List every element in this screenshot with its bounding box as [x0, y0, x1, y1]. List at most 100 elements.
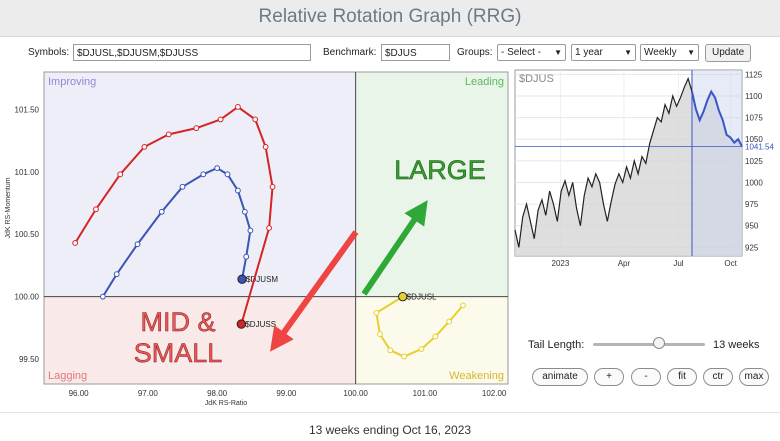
- price-area: [515, 78, 742, 257]
- price-x-tick-label: Oct: [724, 259, 737, 268]
- tail-point: [134, 241, 141, 248]
- quadrant-label-improving: Improving: [48, 76, 96, 88]
- y-tick-label: 100.50: [15, 230, 40, 239]
- tail-point: [165, 131, 172, 138]
- quadrant-label-weakening: Weakening: [449, 370, 504, 382]
- y-tick-label: 100.00: [15, 293, 40, 302]
- title-bar: Relative Rotation Graph (RRG): [0, 0, 780, 37]
- annotation-mid-small-line1: MID &: [140, 307, 215, 337]
- tail-length-slider-handle[interactable]: [653, 337, 666, 349]
- tail-point: [158, 208, 165, 215]
- frequency-select[interactable]: Weekly ▼: [640, 44, 699, 61]
- price-y-tick-label: 1100: [745, 92, 763, 101]
- tail-point: [266, 225, 272, 231]
- price-x-tick-label: 2023: [552, 259, 570, 268]
- benchmark-label: Benchmark:: [323, 47, 377, 58]
- price-chart-title: $DJUS: [519, 73, 554, 85]
- tail-point: [200, 171, 207, 178]
- tail-point: [460, 302, 466, 309]
- controls-bar: Symbols: $DJUSL,$DJUSM,$DJUSS Benchmark:…: [0, 44, 780, 64]
- groups-select-value: - Select -: [501, 47, 542, 58]
- tail-point: [269, 183, 276, 190]
- series-label: $DJUSM: [246, 275, 278, 284]
- zoom-in-button[interactable]: +: [594, 368, 624, 386]
- footer-divider: [0, 412, 780, 413]
- price-y-tick-label: 975: [745, 200, 759, 209]
- tail-point: [72, 240, 79, 246]
- tail-point: [376, 331, 383, 337]
- quadrant-label-lagging: Lagging: [48, 370, 87, 382]
- price-y-tick-label: 925: [745, 243, 759, 252]
- symbols-label: Symbols:: [28, 47, 70, 58]
- tail-point: [241, 208, 248, 215]
- symbols-input[interactable]: $DJUSL,$DJUSM,$DJUSS: [73, 44, 311, 61]
- x-axis-label: JdK RS-Ratio: [205, 400, 248, 407]
- quadrant-label-leading: Leading: [465, 76, 504, 88]
- tail-point: [387, 347, 394, 354]
- tail-point: [432, 333, 439, 340]
- page-title: Relative Rotation Graph (RRG): [258, 6, 522, 27]
- quadrant-lagging: [44, 296, 356, 384]
- x-tick-label: 101.00: [413, 389, 438, 398]
- tail-point: [141, 143, 148, 150]
- chevron-down-icon: ▼: [624, 48, 632, 57]
- update-button[interactable]: Update: [705, 44, 752, 62]
- period-select[interactable]: 1 year ▼: [571, 44, 636, 61]
- price-y-tick-label: 1050: [745, 135, 763, 144]
- zoom-out-button[interactable]: -: [631, 368, 661, 386]
- price-highlight-region: [691, 70, 742, 256]
- chevron-down-icon: ▼: [554, 48, 562, 57]
- tail-point: [418, 346, 425, 352]
- tail-point: [243, 253, 250, 260]
- x-tick-label: 100.00: [343, 389, 368, 398]
- tail-length-label: Tail Length:: [528, 339, 585, 351]
- rrg-chart: Improving Leading Lagging Weakening 96.00 97.…: [5, 71, 509, 407]
- y-tick-label: 99.50: [19, 355, 40, 364]
- annotation-large: LARGE: [394, 155, 486, 185]
- tail-point: [373, 309, 380, 316]
- tail-point: [262, 143, 269, 150]
- tail-point: [214, 165, 221, 171]
- period-select-value: 1 year: [575, 47, 603, 58]
- series-head-point: [237, 274, 247, 284]
- chevron-down-icon: ▼: [687, 48, 695, 57]
- quadrant-improving: [44, 72, 356, 297]
- series-label: $DJUSL: [407, 293, 437, 302]
- y-axis-label: JdK RS-Momentum: [5, 177, 12, 238]
- x-tick-label: 98.00: [207, 389, 228, 398]
- tail-point: [113, 271, 120, 278]
- price-y-tick-label: 1125: [745, 70, 763, 79]
- price-x-tick-label: Apr: [618, 259, 631, 268]
- center-button[interactable]: ctr: [703, 368, 733, 386]
- tail-point: [224, 171, 231, 178]
- tail-length-value: 13 weeks: [713, 339, 760, 351]
- x-tick-label: 102.00: [482, 389, 507, 398]
- fit-button[interactable]: fit: [667, 368, 697, 386]
- series-head-point: [236, 319, 247, 329]
- price-chart: 925 950 975 1000 1025 1050 1075 1100 1125 2023 Apr…: [514, 69, 774, 268]
- max-button[interactable]: max: [739, 368, 769, 386]
- price-x-tick-label: Jul: [673, 259, 683, 268]
- tail-length-slider-track[interactable]: [593, 343, 705, 346]
- red-arrow: [270, 230, 359, 352]
- tail-point: [252, 116, 259, 123]
- plot-frame: [43, 71, 509, 385]
- quadrant-leading: [355, 72, 508, 297]
- tail-point: [247, 227, 254, 234]
- price-y-tick-label: 1025: [745, 157, 763, 166]
- price-line: [514, 76, 693, 248]
- price-line-recent: [691, 89, 743, 147]
- groups-label: Groups:: [457, 47, 493, 58]
- x-tick-label: 99.00: [276, 389, 297, 398]
- green-arrow: [361, 200, 428, 296]
- animate-button[interactable]: animate: [532, 368, 588, 386]
- series-head-point: [398, 291, 408, 302]
- x-tick-label: 96.00: [69, 389, 90, 398]
- groups-select[interactable]: - Select - ▼: [497, 44, 566, 61]
- benchmark-input[interactable]: $DJUS: [381, 44, 450, 61]
- y-tick-label: 101.50: [15, 105, 40, 114]
- tail-point: [93, 206, 99, 213]
- series-label: $DJUSS: [245, 320, 276, 329]
- tail-point: [217, 116, 224, 123]
- tail-point: [117, 171, 124, 178]
